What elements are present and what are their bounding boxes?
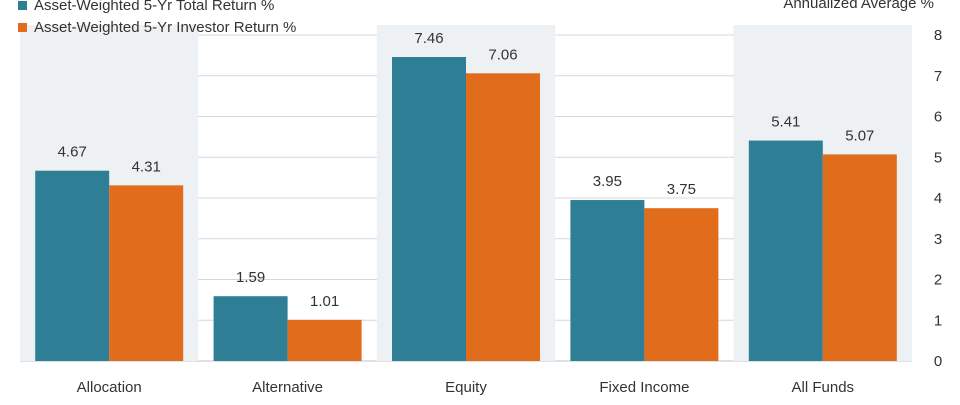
data-label: 1.01 bbox=[310, 293, 339, 310]
x-tick-label: Allocation bbox=[77, 379, 142, 396]
y-tick-label: 4 bbox=[934, 190, 942, 207]
legend-swatch-total-return bbox=[18, 0, 27, 10]
bar-total-return bbox=[570, 200, 645, 361]
legend: Asset-Weighted 5-Yr Total Return % Asset… bbox=[18, 0, 296, 38]
x-tick-label: Equity bbox=[445, 379, 487, 396]
y-tick-label: 8 bbox=[934, 27, 942, 44]
bar-total-return bbox=[213, 296, 288, 361]
bar-investor-return bbox=[644, 208, 719, 361]
bar-investor-return bbox=[287, 319, 362, 361]
y-tick-label: 5 bbox=[934, 149, 942, 166]
bars bbox=[35, 57, 897, 362]
data-label: 3.75 bbox=[667, 181, 696, 198]
legend-label-total-return: Asset-Weighted 5-Yr Total Return % bbox=[34, 0, 275, 14]
y-tick-label: 1 bbox=[934, 312, 942, 329]
data-label: 7.06 bbox=[488, 46, 517, 63]
data-label: 4.31 bbox=[132, 158, 161, 175]
bar-total-return bbox=[748, 140, 823, 361]
bar-total-return bbox=[392, 57, 466, 361]
y-tick-label: 0 bbox=[934, 353, 942, 370]
bar-investor-return bbox=[822, 154, 897, 361]
data-label: 1.59 bbox=[236, 269, 265, 286]
x-tick-label: All Funds bbox=[792, 379, 855, 396]
data-label: 5.07 bbox=[845, 127, 874, 144]
y-tick-label: 2 bbox=[934, 272, 942, 289]
y-axis-label: Annualized Average % bbox=[783, 0, 934, 12]
data-label: 5.41 bbox=[771, 114, 800, 131]
legend-item-total-return: Asset-Weighted 5-Yr Total Return % bbox=[18, 0, 296, 16]
data-labels: 4.67 4.31 1.59 1.01 7.46 7.06 3.95 3.75 5.41 5.07 bbox=[58, 30, 875, 310]
bar-total-return bbox=[35, 170, 110, 361]
legend-label-investor-return: Asset-Weighted 5-Yr Investor Return % bbox=[34, 18, 297, 36]
x-tick-label: Alternative bbox=[252, 379, 323, 396]
bar-investor-return bbox=[466, 73, 540, 362]
x-tick-labels: Allocation Alternative Equity Fixed Income A… bbox=[77, 379, 854, 396]
y-tick-label: 7 bbox=[934, 68, 942, 85]
bar-investor-return bbox=[109, 185, 184, 361]
y-tick-labels: 0 1 2 3 4 5 6 7 8 bbox=[934, 27, 942, 370]
y-tick-label: 6 bbox=[934, 109, 942, 126]
x-tick-label: Fixed Income bbox=[599, 379, 689, 396]
y-tick-label: 3 bbox=[934, 231, 942, 248]
data-label: 3.95 bbox=[593, 173, 622, 190]
legend-swatch-investor-return bbox=[18, 22, 27, 32]
data-label: 7.46 bbox=[414, 30, 443, 47]
legend-item-investor-return: Asset-Weighted 5-Yr Investor Return % bbox=[18, 16, 296, 38]
data-label: 4.67 bbox=[58, 144, 87, 161]
